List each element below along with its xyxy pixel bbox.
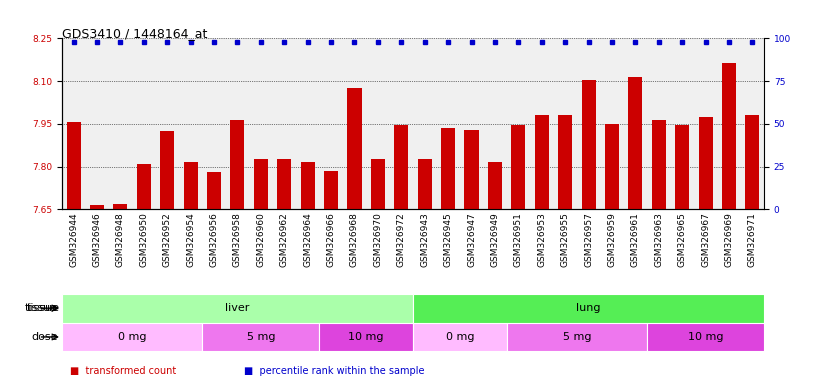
Bar [699,117,713,209]
Bar [488,162,502,209]
Bar [320,323,413,351]
Text: 5 mg: 5 mg [563,332,591,342]
Bar [278,159,292,209]
Bar [67,122,81,209]
Bar [605,124,619,209]
Bar [90,205,104,209]
Text: 10 mg: 10 mg [349,332,384,342]
Bar [418,159,432,209]
Bar [582,80,596,209]
Bar [534,115,548,209]
Bar [348,88,362,209]
Bar [137,164,151,209]
Text: 0 mg: 0 mg [118,332,146,342]
Bar [413,294,764,323]
Bar [394,125,408,209]
Bar [675,125,689,209]
Bar [113,204,127,209]
Bar [207,172,221,209]
Bar [511,125,525,209]
Bar [183,162,197,209]
Text: tissue: tissue [26,303,59,313]
Bar [230,119,244,209]
Bar [160,131,174,209]
Bar [62,294,413,323]
Bar [324,171,338,209]
Bar [371,159,385,209]
Text: liver: liver [225,303,249,313]
Bar [647,323,764,351]
Bar [301,162,315,209]
Text: dose: dose [31,332,58,342]
Text: lung: lung [577,303,601,313]
Bar [441,128,455,209]
Bar [62,323,202,351]
Text: 10 mg: 10 mg [688,332,724,342]
Text: GDS3410 / 1448164_at: GDS3410 / 1448164_at [62,27,207,40]
Text: ■  percentile rank within the sample: ■ percentile rank within the sample [244,366,425,376]
Text: ■  transformed count: ■ transformed count [70,366,177,376]
Bar [464,129,478,209]
Text: 0 mg: 0 mg [445,332,474,342]
Bar [202,323,320,351]
Bar [652,119,666,209]
Text: tissue: tissue [25,303,58,313]
Text: 5 mg: 5 mg [247,332,275,342]
Bar [745,115,759,209]
Bar [722,63,736,209]
Bar [254,159,268,209]
Bar [506,323,647,351]
Bar [558,115,572,209]
Bar [629,77,643,209]
Bar [413,323,506,351]
